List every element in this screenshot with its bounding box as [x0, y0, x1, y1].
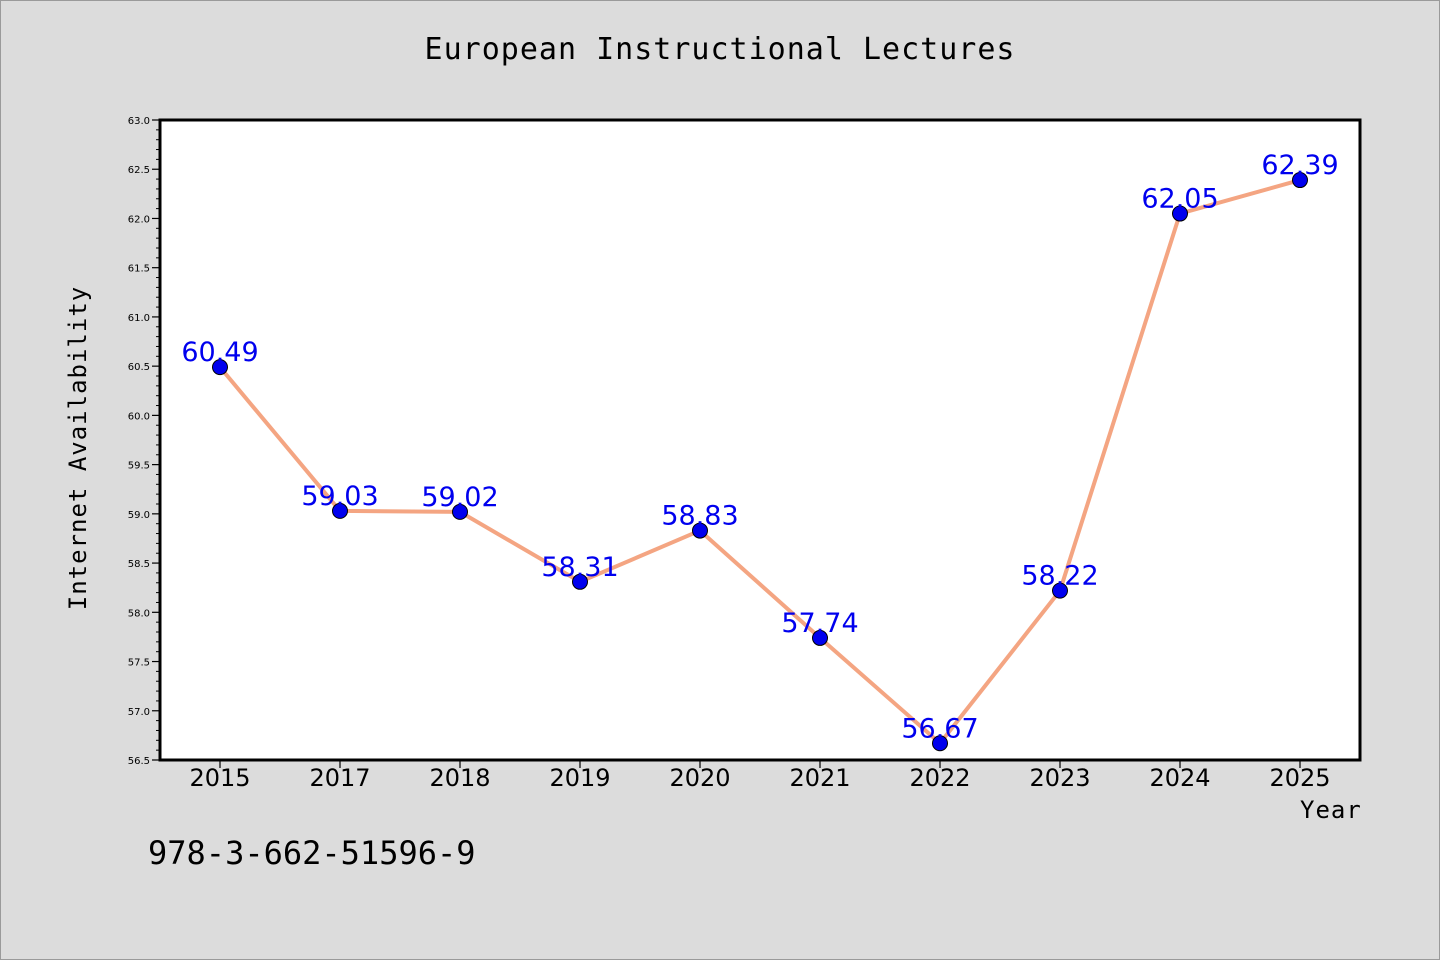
x-tick-label: 2018: [429, 764, 490, 792]
data-point-marker: [692, 522, 708, 539]
x-tick-label: 2022: [909, 764, 970, 792]
data-label: 56.67: [901, 713, 978, 744]
data-label: 62.05: [1141, 184, 1218, 215]
data-point-marker: [1052, 582, 1068, 599]
y-tick-label: 61.0: [128, 313, 150, 324]
series-line: [218, 178, 1302, 746]
x-tick-label: 2020: [669, 764, 730, 792]
x-tick-label: 2024: [1149, 764, 1210, 792]
data-point-marker: [452, 503, 468, 520]
y-tick-label: 63.0: [128, 116, 150, 127]
x-tick-label: 2015: [189, 764, 250, 792]
y-tick-label: 57.5: [128, 658, 150, 669]
y-tick-label: 61.5: [128, 264, 150, 275]
y-tick-label: 58.5: [128, 559, 150, 570]
y-tick-label: 57.0: [128, 707, 150, 718]
x-axis-label: Year: [1300, 796, 1362, 824]
y-axis-ticks: 56.5 57.0 57.5 58.0 58.5 59.0 59.5 60.0 60.5 61.0…: [128, 116, 160, 767]
data-label: 57.74: [781, 608, 858, 639]
y-tick-label: 59.0: [128, 510, 150, 521]
y-tick-label: 62.5: [128, 165, 150, 176]
y-tick-label: 58.0: [128, 608, 150, 619]
data-label: 60.49: [181, 337, 258, 368]
data-point-marker: [932, 735, 948, 752]
data-label: 59.03: [301, 481, 378, 512]
isbn-annotation: 978-3-662-51596-9: [148, 834, 476, 872]
chart-title: European Instructional Lectures: [424, 32, 1016, 67]
data-point-marker: [812, 629, 828, 646]
plot-area: [158, 118, 1362, 762]
data-point-marker: [1292, 172, 1308, 189]
y-tick-label: 56.5: [128, 756, 150, 767]
x-tick-label: 2017: [309, 764, 370, 792]
data-label: 58.83: [661, 501, 738, 532]
data-point-marker: [332, 502, 348, 519]
y-tick-label: 62.0: [128, 214, 150, 225]
y-tick-label: 60.0: [128, 411, 150, 422]
data-label: 58.31: [541, 552, 618, 583]
x-tick-label: 2019: [549, 764, 610, 792]
data-label: 58.22: [1021, 561, 1098, 592]
data-point-marker: [572, 573, 588, 590]
x-tick-label: 2023: [1029, 764, 1090, 792]
x-tick-label: 2025: [1269, 764, 1330, 792]
data-label: 62.39: [1261, 150, 1338, 181]
x-tick-label: 2021: [789, 764, 850, 792]
data-point-marker: [1172, 205, 1188, 222]
series-layer: 60.49 59.03 59.02 58.31 58.83 57.74 56.67 58.22…: [181, 150, 1339, 752]
data-point-marker: [212, 359, 228, 376]
x-axis-ticks: 2015 2017 2018 2019 2020 2021 2022 2023 2024 2025: [189, 760, 1331, 792]
y-tick-label: 59.5: [128, 461, 150, 472]
y-tick-label: 60.5: [128, 362, 150, 373]
data-label: 59.02: [421, 482, 498, 513]
